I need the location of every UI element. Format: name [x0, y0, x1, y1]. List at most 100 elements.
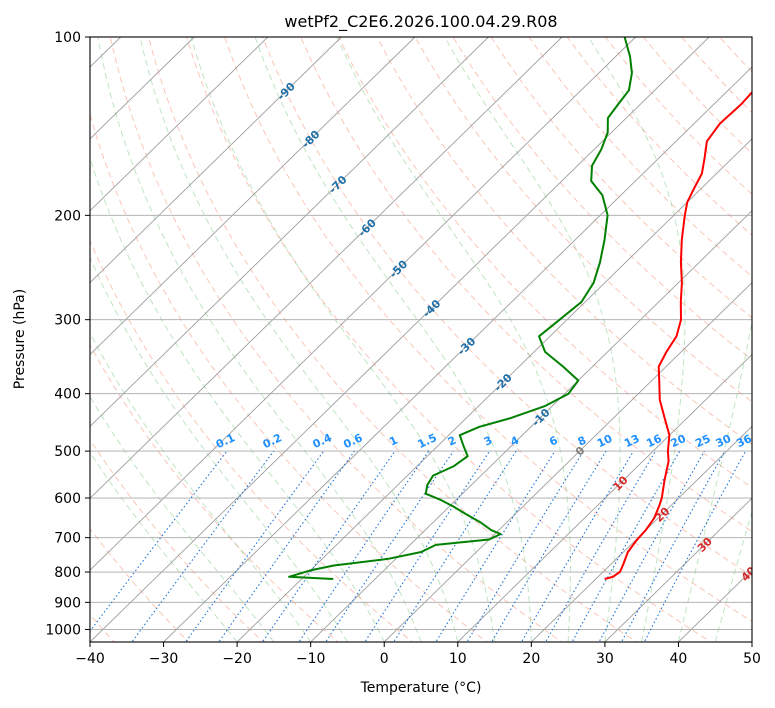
dry-adiabat — [186, 37, 712, 642]
y-tick-label: 100 — [54, 30, 81, 46]
moist-adiabat — [90, 156, 385, 642]
mixing-ratio-line — [466, 450, 584, 642]
x-tick-label: 30 — [596, 651, 614, 667]
x-tick-label: −10 — [296, 651, 326, 667]
mixing-ratio-label: 0.1 — [214, 431, 237, 451]
moist-adiabat — [444, 37, 621, 642]
x-tick-label: 0 — [380, 651, 389, 667]
y-tick-label: 900 — [54, 595, 81, 611]
mixing-ratio-line — [544, 450, 656, 642]
mixing-ratio-line — [364, 450, 491, 642]
plot-frame — [89, 36, 753, 643]
x-tick-label: −40 — [75, 651, 105, 667]
dry-adiabat — [604, 37, 752, 195]
moist-adiabat — [714, 510, 752, 642]
y-tick-label: 700 — [54, 531, 81, 547]
dewpoint-profile-line — [288, 37, 633, 580]
dry-adiabat — [224, 37, 752, 623]
mixing-ratio-label: 30 — [714, 432, 734, 450]
moist-adiabat — [139, 37, 459, 642]
x-axis: −40 −30 −20 −10 0 10 20 30 40 50 — [75, 642, 761, 667]
isotherm-line — [751, 641, 752, 642]
mixing-ratio-line — [435, 450, 556, 642]
mixing-ratio-line — [393, 450, 517, 642]
chart-title: wetPf2_C2E6.2026.100.04.29.R08 — [284, 12, 557, 32]
mixing-ratio-label: 0.2 — [261, 431, 284, 451]
mixing-ratio-label: 36 — [734, 432, 754, 450]
mixing-ratio-line — [520, 450, 634, 642]
isotherm-line — [90, 37, 342, 284]
dry-adiabat — [376, 37, 752, 446]
isotherm-line — [90, 37, 489, 428]
series-layer — [288, 37, 752, 580]
mixing-ratio-line — [325, 450, 454, 642]
isotherm-line — [90, 37, 710, 642]
isotherm-line — [678, 569, 752, 642]
dry-adiabat — [90, 438, 265, 642]
y-tick-label: 300 — [54, 313, 81, 329]
y-axis-label: Pressure (hPa) — [12, 289, 28, 389]
dry-adiabat — [90, 112, 488, 642]
moist-adiabat — [336, 37, 571, 642]
moist-adiabat — [677, 319, 752, 642]
mixing-ratio-line — [620, 450, 726, 642]
y-axis: 100 200 300 400 500 600 700 800 900 1000 — [45, 30, 90, 638]
background-lines — [90, 37, 775, 644]
mixing-ratio-line — [218, 450, 355, 642]
isotherm-line — [90, 37, 636, 571]
mixing-ratio-label: 1 — [387, 434, 399, 449]
dry-adiabat — [643, 37, 752, 154]
y-tick-label: 400 — [54, 387, 81, 403]
x-tick-label: −20 — [222, 651, 252, 667]
mixing-ratio-line — [298, 450, 430, 642]
isotherm-line — [383, 282, 752, 642]
x-tick-label: 10 — [449, 651, 467, 667]
mixing-ratio-line — [184, 450, 325, 642]
mixing-ratio-label: 2 — [446, 434, 458, 449]
y-tick-label: 500 — [54, 444, 81, 460]
mixing-ratio-label: 0.4 — [311, 431, 334, 451]
y-tick-label: 200 — [54, 208, 81, 224]
mixing-ratio-label: 20 — [669, 432, 689, 450]
moist-adiabat — [90, 395, 275, 642]
dry-adiabat — [758, 37, 775, 644]
x-tick-label: 20 — [522, 651, 540, 667]
mixing-ratio-line — [90, 450, 228, 632]
isotherm-label: 40 — [739, 564, 759, 584]
dry-adiabat — [414, 37, 752, 403]
mixing-ratio-label: 25 — [693, 432, 712, 450]
y-tick-label: 1000 — [45, 622, 81, 638]
isotherm-line — [90, 37, 563, 499]
dry-adiabat — [566, 37, 752, 236]
moist-adiabat — [90, 256, 348, 642]
isotherm-line — [604, 497, 752, 642]
moist-adiabat — [190, 37, 496, 642]
y-tick-label: 600 — [54, 491, 81, 507]
dry-adiabat — [90, 527, 190, 642]
isotherm-line — [90, 37, 416, 356]
dry-adiabat — [90, 239, 414, 642]
mixing-ratio-label: 3 — [482, 434, 494, 449]
x-tick-label: −30 — [149, 651, 179, 667]
moist-adiabat — [254, 37, 532, 642]
y-tick-label: 800 — [54, 565, 81, 581]
mixing-ratio-label: 16 — [644, 432, 664, 450]
dry-adiabat — [528, 37, 752, 277]
moist-adiabat — [90, 451, 238, 642]
mixing-ratio-line — [643, 450, 747, 642]
mixing-ratio-label: 13 — [622, 432, 641, 450]
mixing-ratio-line — [261, 450, 396, 642]
isotherm-line — [90, 37, 269, 212]
isotherm-line — [236, 138, 752, 642]
moist-adiabat — [587, 37, 686, 642]
x-tick-label: 50 — [743, 651, 761, 667]
isotherm-line — [310, 210, 752, 642]
isotherm-line — [457, 353, 752, 642]
isotherm-line — [90, 37, 195, 140]
dry-adiabat — [452, 37, 752, 361]
moist-adiabat — [90, 331, 312, 642]
grid-lines — [90, 37, 752, 642]
dry-adiabat — [338, 37, 752, 489]
x-tick-label: 40 — [670, 651, 688, 667]
